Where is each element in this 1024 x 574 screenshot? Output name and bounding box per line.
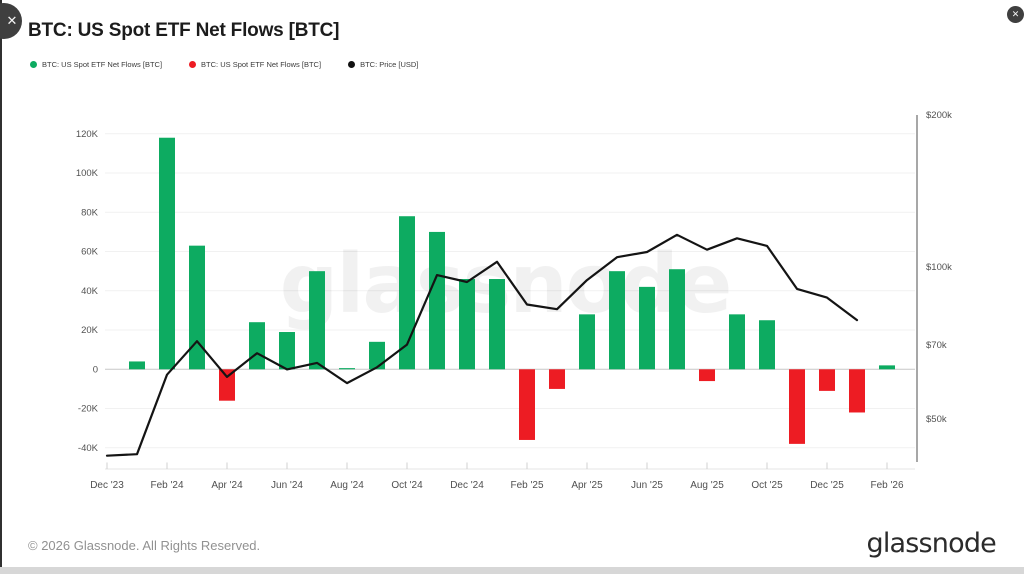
right-axis-tick-label: $50k	[926, 414, 947, 425]
legend-label: BTC: US Spot ETF Net Flows [BTC]	[201, 60, 322, 69]
price-line	[105, 233, 859, 457]
x-axis-tick-label: Oct '25	[751, 480, 783, 491]
legend-item-flows-negative[interactable]: BTC: US Spot ETF Net Flows [BTC]	[189, 60, 321, 69]
flow-bar-negative	[819, 369, 835, 391]
legend-label: BTC: US Spot ETF Net Flows [BTC]	[42, 60, 163, 69]
x-axis-tick-label: Feb '24	[150, 480, 183, 491]
right-axis-tick-label: $200k	[926, 110, 952, 121]
watermark-text: glassnode	[280, 237, 731, 332]
left-axis-tick-label: 120K	[76, 129, 99, 140]
flow-bar-positive	[489, 279, 505, 370]
flow-bar-positive	[189, 245, 205, 370]
flow-bar-positive	[339, 368, 355, 370]
flow-bar-positive	[429, 231, 445, 370]
legend-dot-black-icon	[348, 61, 356, 68]
left-axis-tick-label: -40K	[78, 443, 99, 454]
left-axis-tick-label: 100K	[76, 168, 99, 179]
flow-bar-positive	[279, 332, 295, 370]
close-button-right[interactable]: ✕	[1007, 6, 1024, 23]
legend-dot-green-icon	[30, 61, 37, 68]
x-axis-tick-label: Jun '24	[271, 480, 303, 491]
flow-bar-negative	[849, 369, 865, 413]
flow-bar-negative	[219, 369, 235, 401]
legend-dot-red-icon	[189, 61, 197, 68]
flow-bar-positive	[399, 216, 415, 370]
x-axis-tick-label: Feb '25	[510, 480, 543, 491]
flow-bar-negative	[789, 369, 805, 444]
x-axis-tick-label: Dec '23	[90, 480, 124, 491]
flow-bar-positive	[369, 341, 385, 370]
chart-legend: BTC: US Spot ETF Net Flows [BTC] BTC: US…	[30, 60, 418, 69]
x-axis-tick-label: Apr '25	[571, 480, 603, 491]
x-axis-tick-label: Feb '26	[870, 480, 903, 491]
right-axis-tick-label: $70k	[926, 340, 947, 351]
page-title: BTC: US Spot ETF Net Flows [BTC]	[28, 20, 340, 41]
window-bottom-strip	[0, 567, 1024, 574]
flow-bar-positive	[759, 320, 775, 370]
flow-bar-positive	[639, 286, 655, 370]
flow-bar-negative	[699, 369, 715, 382]
flow-bar-positive	[459, 279, 475, 370]
flow-bar-positive	[729, 314, 745, 370]
right-axis-tick-label: $100k	[926, 262, 952, 273]
etf-flows-chart: 120K 100K 80K 60K 40K 20K 0 -20K -40K glassnode $2…	[76, 110, 952, 491]
flow-bar-positive	[579, 314, 595, 370]
x-axis-tick-label: Aug '25	[690, 480, 724, 491]
left-axis-tick-label: 0	[93, 364, 98, 375]
x-axis-tick-label: Oct '24	[391, 480, 423, 491]
x-axis-tick-label: Dec '24	[450, 480, 484, 491]
flow-bar-positive	[669, 269, 685, 370]
flow-bar-negative	[519, 369, 535, 440]
x-axis-tick-label: Dec '25	[810, 480, 844, 491]
close-button-left[interactable]: ✕	[0, 3, 22, 39]
flow-bar-positive	[249, 322, 265, 370]
flow-bar-negative	[549, 369, 565, 389]
x-axis-tick-label: Jun '25	[631, 480, 663, 491]
left-axis-tick-label: -20K	[78, 404, 99, 415]
left-axis-tick-label: 80K	[81, 207, 99, 218]
left-axis-tick-label: 20K	[81, 325, 99, 336]
left-axis-tick-label: 60K	[81, 247, 99, 258]
x-axis-tick-label: Aug '24	[330, 480, 364, 491]
flow-bar-positive	[129, 361, 145, 370]
copyright-text: © 2026 Glassnode. All Rights Reserved.	[28, 538, 261, 553]
close-icon: ✕	[1011, 9, 1020, 20]
legend-item-price[interactable]: BTC: Price [USD]	[348, 60, 418, 69]
window-left-border	[0, 0, 2, 567]
legend-item-flows-positive[interactable]: BTC: US Spot ETF Net Flows [BTC]	[30, 60, 162, 69]
flow-bar-positive	[159, 137, 175, 370]
close-icon: ✕	[6, 13, 18, 29]
glassnode-logo: glassnode	[866, 528, 996, 559]
flow-bar-positive	[609, 271, 625, 370]
legend-label: BTC: Price [USD]	[360, 60, 419, 69]
flow-bar-positive	[309, 271, 325, 370]
x-axis-tick-label: Apr '24	[211, 480, 243, 491]
flow-bar-positive	[879, 365, 895, 370]
left-axis-tick-label: 40K	[81, 286, 99, 297]
